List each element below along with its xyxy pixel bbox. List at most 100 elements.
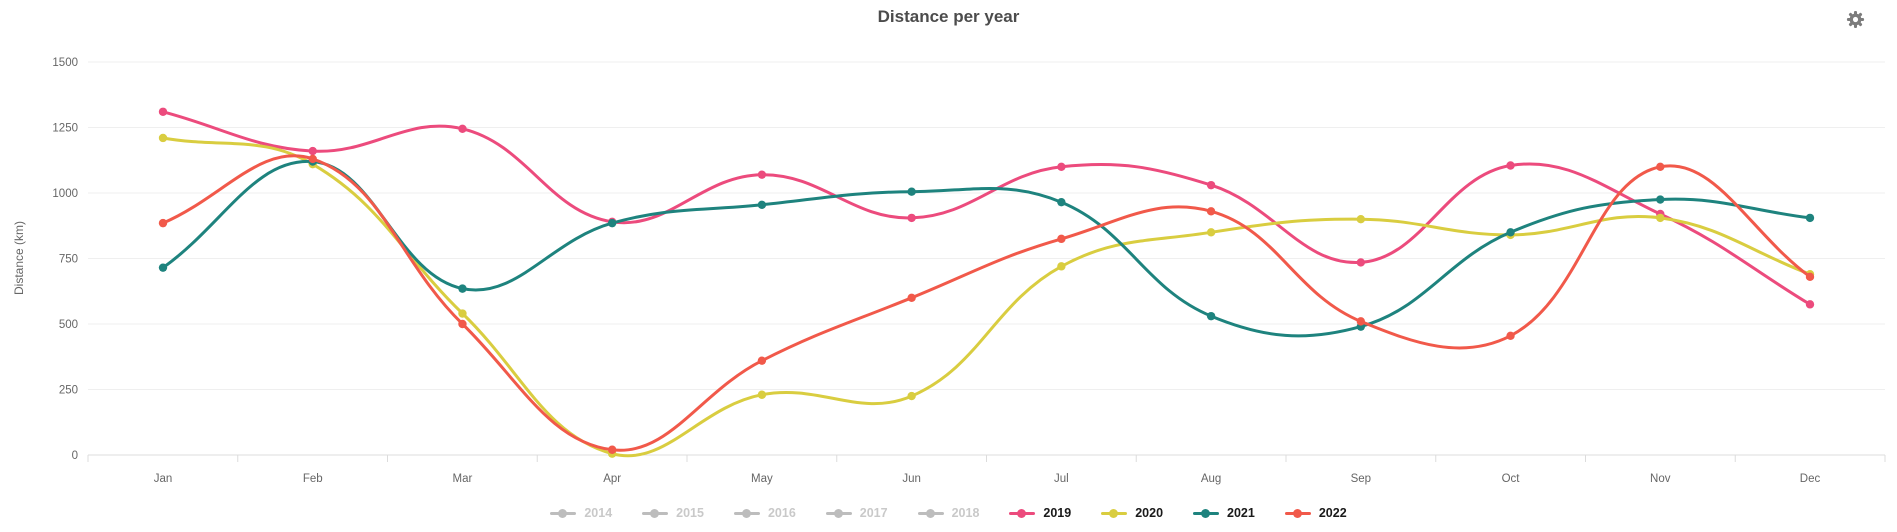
data-point-2021-Nov[interactable] <box>1656 195 1665 204</box>
legend-dot-marker <box>833 508 843 518</box>
data-point-2022-Apr[interactable] <box>607 445 617 454</box>
data-point-2019-Jul[interactable] <box>1057 162 1066 171</box>
data-point-2021-Jan[interactable] <box>158 263 168 272</box>
legend-dot-marker <box>558 508 568 518</box>
y-tick-label: 1500 <box>52 57 78 69</box>
data-point-2021-Apr[interactable] <box>607 218 617 228</box>
x-tick-label: Jun <box>902 473 921 485</box>
data-point-2022-Jun[interactable] <box>907 293 916 302</box>
y-tick-label: 750 <box>59 254 78 266</box>
data-point-2019-Dec[interactable] <box>1805 300 1815 309</box>
series-line-2020 <box>161 136 1812 458</box>
y-tick-label: 1000 <box>52 188 78 200</box>
legend-item-2016[interactable]: 2016 <box>733 506 796 520</box>
legend-line-marker <box>825 508 852 518</box>
series-line-2019 <box>161 110 1812 306</box>
x-tick-label: Jul <box>1054 473 1069 485</box>
data-point-2020-Mar[interactable] <box>458 309 467 318</box>
data-point-2021-Oct[interactable] <box>1506 228 1515 237</box>
chart-canvas: 0 250 500 750 1000 1250 1500 Jan Feb Mar Apr May Jun… <box>52 57 1886 485</box>
legend-item-2014[interactable]: 2014 <box>550 506 612 520</box>
legend-label: 2014 <box>584 506 613 520</box>
y-tick-label: 0 <box>72 450 78 462</box>
legend-dot-marker <box>1201 508 1211 518</box>
series-line-2022 <box>161 154 1812 452</box>
legend-dot-marker <box>1109 508 1119 518</box>
data-point-2019-May[interactable] <box>757 170 767 179</box>
legend-dot-marker <box>1017 508 1027 518</box>
data-point-2019-Jan[interactable] <box>158 107 168 116</box>
legend-line-marker <box>642 508 669 518</box>
data-point-2022-Jul[interactable] <box>1057 234 1066 244</box>
x-tick-label: Nov <box>1650 473 1671 485</box>
data-point-2022-Mar[interactable] <box>458 319 467 329</box>
legend-dot-marker <box>741 508 751 518</box>
legend-label: 2015 <box>676 506 704 520</box>
series-2021 <box>158 157 1815 338</box>
y-tick-label: 500 <box>59 319 78 331</box>
legend-label: 2019 <box>1043 506 1072 520</box>
data-point-2021-Jul[interactable] <box>1057 197 1066 207</box>
legend-dot-marker <box>650 508 660 518</box>
data-point-2020-Jun[interactable] <box>907 391 916 401</box>
x-tick-label: Aug <box>1201 473 1221 485</box>
legend-item-2018[interactable]: 2018 <box>917 506 980 520</box>
x-tick-label: Dec <box>1800 473 1821 485</box>
data-point-2022-Feb[interactable] <box>308 154 317 164</box>
legend-label: 2021 <box>1227 506 1255 520</box>
data-point-2019-Aug[interactable] <box>1206 180 1216 190</box>
data-point-2019-Sep[interactable] <box>1356 258 1366 267</box>
data-point-2019-Mar[interactable] <box>458 124 467 134</box>
legend-line-marker <box>550 508 577 518</box>
x-tick-label: May <box>751 473 773 485</box>
series-line-2021 <box>161 160 1812 338</box>
legend-line-marker <box>1101 508 1128 518</box>
chart-legend: 2014 2015 2016 2017 2018 2019 2020 2021 2022 <box>0 506 1897 520</box>
data-point-2020-Jan[interactable] <box>158 133 168 143</box>
legend-item-2019[interactable]: 2019 <box>1009 506 1071 520</box>
x-tick-label: Apr <box>603 473 621 485</box>
data-point-2022-May[interactable] <box>757 356 767 365</box>
y-tick-label: 1250 <box>52 123 78 135</box>
data-point-2021-Aug[interactable] <box>1206 311 1216 321</box>
legend-item-2020[interactable]: 2020 <box>1101 506 1163 520</box>
data-point-2019-Feb[interactable] <box>308 146 317 156</box>
chart-title: Distance per year <box>877 7 1020 26</box>
legend-item-2021[interactable]: 2021 <box>1193 506 1255 520</box>
legend-item-2022[interactable]: 2022 <box>1284 506 1347 520</box>
legend-label: 2022 <box>1318 506 1347 520</box>
settings-button[interactable] <box>1845 10 1865 30</box>
legend-dot-marker <box>1292 508 1302 518</box>
legend-item-2017[interactable]: 2017 <box>825 506 888 520</box>
data-point-2021-Dec[interactable] <box>1805 213 1815 223</box>
data-point-2020-Sep[interactable] <box>1356 215 1366 224</box>
data-point-2020-May[interactable] <box>757 390 767 399</box>
data-point-2021-Mar[interactable] <box>458 284 467 293</box>
data-point-2022-Oct[interactable] <box>1506 331 1515 340</box>
data-point-2022-Nov[interactable] <box>1656 162 1665 171</box>
legend-line-marker <box>917 508 944 518</box>
data-point-2022-Sep[interactable] <box>1356 317 1366 326</box>
data-point-2020-Nov[interactable] <box>1656 213 1665 223</box>
legend-line-marker <box>1284 508 1311 518</box>
data-point-2022-Dec[interactable] <box>1805 272 1815 282</box>
series-2022 <box>158 154 1815 454</box>
data-point-2021-May[interactable] <box>757 200 767 209</box>
data-point-2020-Jul[interactable] <box>1057 262 1066 271</box>
data-point-2019-Jun[interactable] <box>907 213 916 223</box>
data-point-2019-Oct[interactable] <box>1506 161 1515 170</box>
legend-label: 2020 <box>1135 506 1164 520</box>
legend-dot-marker <box>925 508 935 518</box>
y-tick-label: 250 <box>59 385 78 397</box>
data-point-2022-Aug[interactable] <box>1206 207 1216 216</box>
x-tick-label: Feb <box>303 473 323 485</box>
legend-item-2015[interactable]: 2015 <box>642 506 704 520</box>
legend-label: 2018 <box>951 506 980 520</box>
x-tick-label: Jan <box>154 473 173 485</box>
data-point-2020-Aug[interactable] <box>1206 228 1216 237</box>
data-point-2021-Jun[interactable] <box>907 187 916 196</box>
data-point-2022-Jan[interactable] <box>158 218 168 228</box>
x-tick-label: Mar <box>453 473 473 485</box>
x-tick-label: Sep <box>1351 473 1371 485</box>
